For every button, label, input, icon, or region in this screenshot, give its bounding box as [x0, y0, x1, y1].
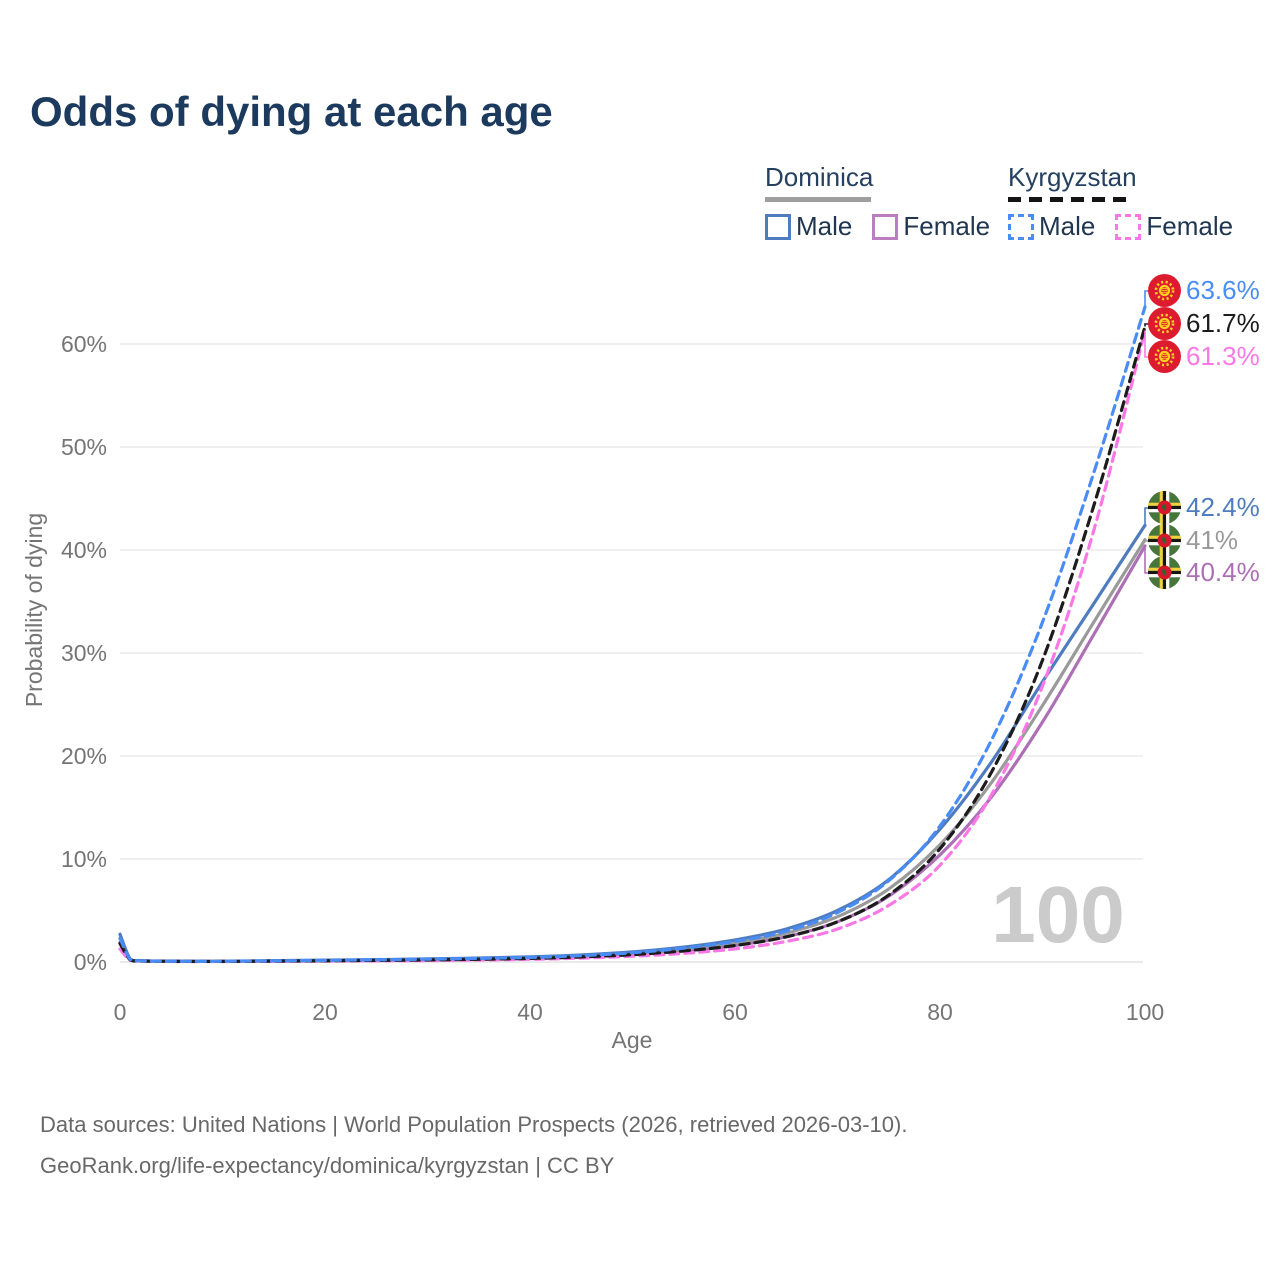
end-label-kyrgyzstan-female: 61.3%	[1148, 340, 1260, 373]
leader-line-kyrgyzstan-female	[1144, 330, 1149, 358]
dominica-flag-icon	[1148, 524, 1181, 557]
kyrgyzstan-male-swatch	[1008, 213, 1034, 240]
y-tick-0%: 0%	[74, 949, 107, 975]
legend-group-kyrgyzstan: Kyrgyzstan Male Female	[1008, 162, 1233, 242]
x-tick-40: 40	[517, 999, 543, 1025]
dominica-flag-icon	[1148, 491, 1181, 524]
dominica-solid-line-swatch	[765, 197, 871, 202]
dominica-female-label: Female	[903, 211, 991, 241]
y-tick-40%: 40%	[61, 537, 107, 563]
x-tick-20: 20	[312, 999, 338, 1025]
end-label-kyrgyzstan-both: 61.7%	[1148, 307, 1260, 340]
data-source-footer: Data sources: United Nations | World Pop…	[40, 1104, 907, 1186]
x-tick-100: 100	[1126, 999, 1164, 1025]
legend-country-kyrgyzstan-label: Kyrgyzstan	[1008, 162, 1137, 192]
y-tick-60%: 60%	[61, 331, 107, 357]
page-title: Odds of dying at each age	[30, 88, 553, 135]
x-tick-80: 80	[927, 999, 953, 1025]
y-tick-20%: 20%	[61, 743, 107, 769]
footer-line-2: GeoRank.org/life-expectancy/dominica/kyr…	[40, 1153, 615, 1178]
y-tick-50%: 50%	[61, 434, 107, 460]
end-label-value: 42.4%	[1186, 492, 1260, 522]
series-line-kyrgyzstan-male	[118, 305, 1147, 963]
series-line-kyrgyzstan-both-sexes	[118, 324, 1147, 964]
end-label-value: 41%	[1186, 525, 1239, 555]
dominica-flag-icon	[1148, 556, 1181, 589]
leader-line-dominica-female	[1144, 545, 1149, 574]
dominica-male-swatch	[765, 213, 791, 240]
legend-group-dominica: Dominica Male Female	[765, 162, 990, 242]
leader-line-dominica-male	[1144, 507, 1149, 526]
end-label-value: 63.6%	[1186, 275, 1260, 305]
series-line-kyrgyzstan-female	[118, 329, 1147, 964]
leader-line-kyrgyzstan-both-sexes	[1144, 323, 1149, 327]
end-label-value: 61.7%	[1186, 308, 1260, 338]
end-label-value: 40.4%	[1186, 557, 1260, 587]
y-tick-30%: 30%	[61, 640, 107, 666]
x-tick-0: 0	[114, 999, 127, 1025]
end-label-dominica-female: 40.4%	[1148, 556, 1260, 589]
end-label-kyrgyzstan-male: 63.6%	[1148, 274, 1260, 307]
kyrgyzstan-female-swatch	[1115, 213, 1142, 240]
kyrgyzstan-female-label: Female	[1146, 211, 1234, 241]
x-axis-title: Age	[612, 1027, 653, 1053]
legend-country-dominica-label: Dominica	[765, 162, 874, 192]
end-label-dominica-male: 42.4%	[1148, 491, 1260, 524]
x-tick-60: 60	[722, 999, 748, 1025]
dominica-male-label: Male	[796, 211, 853, 241]
kyrgyzstan-flag-icon	[1148, 274, 1181, 307]
end-label-dominica-both: 41%	[1148, 524, 1238, 557]
dominica-female-swatch	[872, 213, 899, 240]
end-label-value: 61.3%	[1186, 341, 1260, 371]
y-tick-10%: 10%	[61, 846, 107, 872]
y-axis-title: Probability of dying	[21, 513, 47, 707]
kyrgyzstan-flag-icon	[1148, 340, 1181, 373]
footer-line-1: Data sources: United Nations | World Pop…	[40, 1112, 908, 1137]
leader-line-dominica-both-sexes	[1144, 539, 1149, 542]
age-indicator-watermark: 100	[991, 870, 1124, 959]
kyrgyzstan-flag-icon	[1148, 307, 1181, 340]
kyrgyzstan-dashed-line-swatch	[1008, 197, 1132, 202]
kyrgyzstan-male-label: Male	[1039, 211, 1096, 241]
leader-line-kyrgyzstan-male	[1144, 290, 1149, 307]
